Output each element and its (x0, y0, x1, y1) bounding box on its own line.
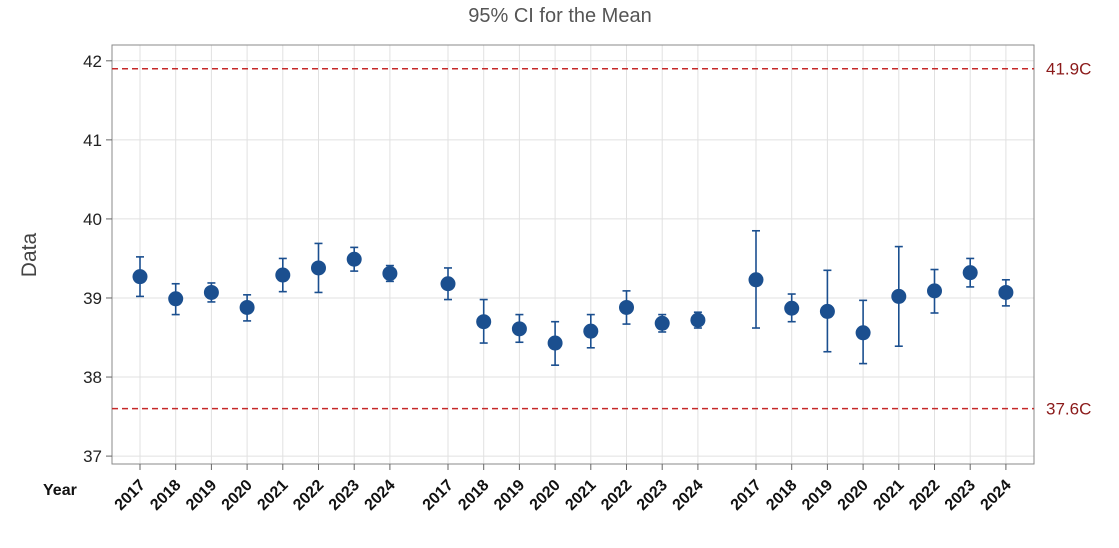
mean-marker (311, 260, 326, 276)
x-axis-label: Year (43, 482, 77, 499)
reference-lines: 41.9C 37.6C (112, 60, 1091, 419)
chart-title: 95% CI for the Mean (468, 5, 651, 27)
grid-lines (112, 45, 1034, 464)
x-tick-label: 2023 (326, 477, 363, 514)
y-tick-label: 42 (83, 52, 102, 71)
x-tick-label: 2024 (978, 477, 1015, 514)
mean-marker (855, 325, 871, 341)
x-tick-label: 2018 (455, 477, 492, 514)
x-tick-label: 2017 (112, 477, 149, 514)
y-tick-label: 37 (83, 447, 102, 466)
mean-marker (511, 321, 527, 337)
x-tick-label: 2020 (835, 477, 872, 514)
x-tick-label: 2019 (799, 477, 836, 514)
x-tick-label: 2021 (870, 477, 907, 514)
x-tick-label: 2022 (598, 477, 635, 514)
mean-marker (382, 265, 398, 281)
x-tick-label: 2019 (183, 477, 220, 514)
x-tick-label: 2020 (219, 477, 256, 514)
x-tick-label: 2022 (290, 477, 327, 514)
mean-marker (748, 272, 764, 288)
y-axis-label: Data (18, 233, 41, 278)
x-tick-label: 2020 (527, 477, 564, 514)
mean-marker (346, 251, 362, 267)
x-tick-label: 2021 (562, 477, 599, 514)
mean-marker (583, 323, 599, 339)
x-tick-label: 2023 (942, 477, 979, 514)
mean-marker (927, 283, 942, 299)
mean-marker (203, 284, 219, 300)
mean-marker (239, 299, 255, 315)
x-tick-label: 2022 (906, 477, 943, 514)
mean-marker (998, 284, 1014, 300)
reference-label: 37.6C (1046, 400, 1091, 419)
x-tick-label: 2018 (763, 477, 800, 514)
y-tick-label: 39 (83, 289, 102, 308)
reference-label: 41.9C (1046, 60, 1091, 79)
mean-marker (132, 269, 148, 285)
mean-marker (891, 288, 907, 304)
y-tick-label: 40 (83, 210, 102, 229)
mean-marker (547, 335, 563, 351)
data-marks (132, 229, 1014, 366)
x-tick-label: 2019 (491, 477, 528, 514)
x-tick-label: 2021 (254, 477, 291, 514)
y-tick-label: 38 (83, 368, 102, 387)
mean-marker (440, 276, 456, 292)
mean-marker (476, 314, 492, 330)
x-tick-label: 2017 (728, 477, 765, 514)
x-tick-label: 2023 (634, 477, 671, 514)
mean-marker (619, 299, 634, 315)
y-tick-label: 41 (83, 131, 102, 150)
mean-marker (168, 291, 184, 307)
axes: 3738394041422017201820192020202120222023… (83, 52, 1015, 514)
mean-marker (819, 303, 835, 319)
x-tick-label: 2017 (420, 477, 457, 514)
mean-marker (654, 315, 670, 331)
x-tick-label: 2024 (670, 477, 707, 514)
mean-marker (784, 300, 800, 316)
x-tick-label: 2024 (362, 477, 399, 514)
plot-frame (111, 44, 1035, 465)
mean-marker (962, 265, 978, 281)
mean-marker (275, 267, 291, 283)
x-tick-label: 2018 (147, 477, 184, 514)
mean-marker (690, 312, 706, 328)
